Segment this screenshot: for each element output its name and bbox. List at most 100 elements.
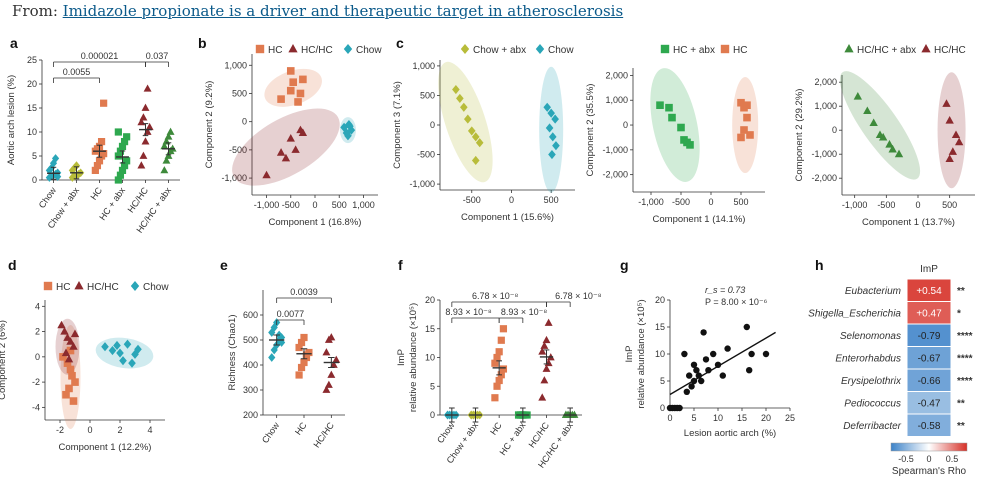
legend-marker <box>43 281 53 291</box>
from-prefix: From: <box>12 2 63 20</box>
data-point <box>268 353 276 362</box>
x-tick-label: Chow <box>435 420 457 445</box>
data-point <box>139 113 148 121</box>
y-axis-title: Component 3 (7.1%) <box>392 81 403 169</box>
data-point <box>97 138 106 146</box>
panel-label-h: h <box>815 257 824 273</box>
data-point <box>300 333 308 342</box>
data-point-hc <box>743 113 751 122</box>
legend-marker <box>844 43 854 53</box>
data-point-chow <box>346 121 354 131</box>
data-point-chow <box>123 339 132 349</box>
panel-label-e: e <box>220 257 228 273</box>
data-point <box>724 345 731 352</box>
panel-label-a: a <box>10 35 18 51</box>
data-point <box>542 335 551 344</box>
p-value-label: 0.037 <box>146 51 169 61</box>
y-tick-label: 200 <box>243 410 258 420</box>
confidence-ellipse <box>438 61 493 183</box>
legend-label: HC/HC + abx <box>857 45 916 56</box>
data-point <box>166 127 175 135</box>
data-point-chow <box>552 141 560 151</box>
x-axis-title: Component 1 (13.7%) <box>862 217 955 228</box>
confidence-ellipse <box>232 108 340 186</box>
panel-label-c: c <box>396 35 404 51</box>
data-point-chow <box>543 102 552 112</box>
x-tick-label: -500 <box>463 195 481 205</box>
heatmap-column-label: ImP <box>920 264 938 275</box>
data-point <box>51 154 60 163</box>
regression-line <box>669 331 776 396</box>
y-axis-title: Richness (Chao1) <box>227 314 238 390</box>
y-tick-label: 15 <box>27 103 37 113</box>
y-tick-label: 5 <box>430 381 435 391</box>
y-axis-title: Component 2 (6%) <box>0 320 8 400</box>
data-point-chow <box>347 125 356 135</box>
data-point <box>746 367 753 374</box>
data-point-chow <box>108 345 117 356</box>
data-point <box>100 99 108 107</box>
figure-source: From: Imidazole propionate is a driver a… <box>12 2 623 20</box>
x-axis-title: Component 1 (12.2%) <box>59 442 152 453</box>
data-point <box>690 377 698 385</box>
y-tick-label: -2 <box>32 377 40 387</box>
y-tick-label: -2,000 <box>602 170 628 180</box>
data-point <box>118 166 127 174</box>
data-point-hc <box>68 371 76 380</box>
data-point-hcabx <box>656 101 664 109</box>
heatmap-row-label: Shigella_Escherichia <box>808 308 901 319</box>
data-point <box>139 151 148 159</box>
x-tick-label: 20 <box>761 413 771 423</box>
panel-label-d: d <box>8 257 17 273</box>
data-point-hc <box>294 98 302 106</box>
y-tick-label: 1,000 <box>224 60 247 70</box>
y-tick-label: 0 <box>430 120 435 130</box>
x-tick-label: 15 <box>737 413 747 423</box>
p-value-label: 0.0077 <box>277 309 305 319</box>
data-point <box>538 347 547 355</box>
data-point <box>544 318 553 326</box>
legend-marker <box>343 43 353 55</box>
data-point <box>295 343 303 352</box>
data-point <box>538 393 547 401</box>
data-point <box>297 338 306 347</box>
data-point-hchcabx <box>869 118 878 127</box>
data-point <box>114 128 122 136</box>
data-point-chow <box>101 342 109 352</box>
data-point-hchc <box>298 128 308 136</box>
y-axis-title: Component 2 (29.2%) <box>794 89 805 182</box>
data-point-hchc <box>945 154 954 163</box>
data-point <box>700 329 707 336</box>
y-axis-title: relative abundance (×10⁵) <box>636 299 647 408</box>
x-tick-label: 25 <box>785 413 795 423</box>
data-point <box>143 84 152 92</box>
significance-stars: ** <box>957 286 965 297</box>
data-point-chowabx <box>460 102 468 112</box>
y-axis-title: ImP <box>396 349 407 366</box>
y-axis-title: ImP <box>624 346 635 363</box>
y-tick-label: 5 <box>660 376 665 386</box>
data-point <box>114 176 122 184</box>
data-point <box>324 380 333 388</box>
data-point <box>497 336 505 344</box>
data-point <box>297 363 306 372</box>
data-point-hchcabx <box>888 144 897 153</box>
y-tick-label: 15 <box>655 322 665 332</box>
data-point <box>681 350 688 358</box>
y-tick-label: 0 <box>242 117 247 127</box>
legend-label: Chow + abx <box>473 45 526 56</box>
data-point-chowabx <box>475 138 484 148</box>
data-point <box>141 137 150 145</box>
heatmap-value: -0.58 <box>918 421 941 432</box>
data-point <box>702 356 710 363</box>
data-point <box>491 394 499 402</box>
data-point <box>698 377 705 385</box>
significance-stars: **** <box>957 353 973 364</box>
y-tick-label: 0 <box>35 352 40 362</box>
y-tick-label: 20 <box>425 295 435 305</box>
p-value-label: 8.93 × 10⁻⁸ <box>445 307 492 317</box>
data-point-hchcabx <box>863 106 872 115</box>
data-point-hcabx <box>665 103 673 112</box>
data-point <box>719 372 726 379</box>
article-title-link[interactable]: Imidazole propionate is a driver and the… <box>62 2 624 20</box>
